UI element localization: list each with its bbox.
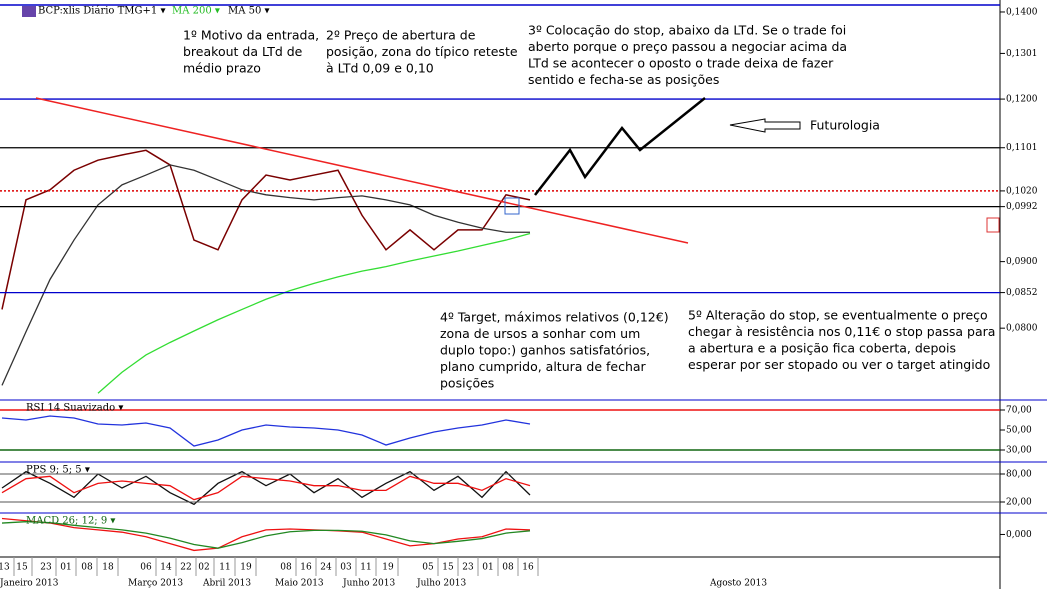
indicator-label: PPS 9; 5; 5 ▾ xyxy=(26,465,90,476)
arrow xyxy=(729,118,801,133)
annotation: 5º Alteração do stop, se eventualmente o… xyxy=(688,308,988,323)
y-tick-label: 70,00 xyxy=(1006,406,1032,416)
icon xyxy=(986,217,1000,233)
annotation: aberto porque o preço passou a negociar … xyxy=(528,39,847,54)
series-line xyxy=(1,521,531,549)
y-tick-label: 0,1301 xyxy=(1006,49,1038,59)
x-tick-label: 19 xyxy=(382,563,394,573)
marker xyxy=(504,197,520,215)
icon xyxy=(22,6,36,17)
month-label: Agosto 2013 xyxy=(709,579,767,589)
x-tick-label: 11 xyxy=(360,563,371,573)
month-label: Abril 2013 xyxy=(202,579,251,589)
annotation: a abertura e a posição fica coberta, dep… xyxy=(688,341,956,356)
x-tick-label: 23 xyxy=(40,563,52,573)
series-line xyxy=(1,475,531,501)
y-tick-label: 80,00 xyxy=(1006,469,1032,479)
annotation: 3º Colocação do stop, abaixo da LTd. Se … xyxy=(528,23,846,38)
annotation: 2º Preço de abertura de xyxy=(326,28,476,43)
plot: 0,1400 0,1301 0,1200 0,1101 0,1020 0,0992 0,09… xyxy=(0,7,1047,589)
x-tick-label: 15 xyxy=(442,563,454,573)
ma-line xyxy=(1,164,530,386)
x-tick-label: 18 xyxy=(102,563,114,573)
month-label: Junho 2013 xyxy=(342,579,395,589)
x-tick-label: 16 xyxy=(522,563,534,573)
x-tick-label: 02 xyxy=(198,563,209,573)
projection xyxy=(534,97,706,196)
x-tick-label: 03 xyxy=(340,563,352,573)
annotation: zona de ursos a sonhar com um xyxy=(440,326,640,341)
annotation: duplo topo:) ganhos satisfatórios, xyxy=(440,343,650,358)
x-tick-label: 11 xyxy=(219,563,230,573)
y-tick-label: 0,1020 xyxy=(1006,186,1038,196)
x-tick-label: 08 xyxy=(81,563,93,573)
y-tick-label: 0,0900 xyxy=(1006,257,1038,267)
y-tick-label: 0,1400 xyxy=(1006,7,1038,17)
y-tick-label: 0,0992 xyxy=(1006,202,1038,212)
annotation: sentido e fecha-se as posições xyxy=(528,72,719,87)
x-tick-label: 13 xyxy=(0,563,10,573)
x-tick-label: 16 xyxy=(300,563,312,573)
x-tick-label: 15 xyxy=(16,563,28,573)
annotation: Futurologia xyxy=(810,118,880,133)
series-line xyxy=(1,470,531,506)
annotation: 4º Target, máximos relativos (0,12€) xyxy=(440,310,669,325)
x-tick-label: 19 xyxy=(240,563,252,573)
y-tick-label: 0,1101 xyxy=(1006,143,1038,153)
x-tick-label: 23 xyxy=(462,563,474,573)
y-tick-label: 0,0800 xyxy=(1006,324,1038,334)
annotation: médio prazo xyxy=(183,61,261,76)
symbol: BCP:xlis Diário TMG+1 ▾ xyxy=(38,6,165,17)
annotation: breakout da LTd de xyxy=(183,44,303,59)
y-tick-label: 20,00 xyxy=(1006,498,1032,508)
ma200-label: MA 200 ▾ xyxy=(172,6,220,17)
annotation: posição, zona do típico reteste xyxy=(326,44,518,59)
y-tick-label: 0,1200 xyxy=(1006,95,1038,105)
x-tick-label: 22 xyxy=(180,563,191,573)
x-tick-label: 01 xyxy=(482,563,493,573)
annotation: chegar à resistência nos 0,11€ o stop pa… xyxy=(688,324,995,339)
y-tick-label: 50,00 xyxy=(1006,426,1032,436)
x-tick-label: 14 xyxy=(160,563,172,573)
month-label: Julho 2013 xyxy=(416,579,467,589)
annotation: posições xyxy=(440,376,494,391)
ma50-label: MA 50 ▾ xyxy=(228,6,270,17)
y-tick-label: 0,000 xyxy=(1006,530,1032,540)
month-label: Março 2013 xyxy=(128,579,183,589)
month-label: Janeiro 2013 xyxy=(0,579,59,589)
annotation: 1º Motivo da entrada, xyxy=(183,28,319,43)
annotation: esperar por ser stopado ou ver o target … xyxy=(688,357,990,372)
series-line xyxy=(1,415,531,447)
x-tick-label: 24 xyxy=(320,563,332,573)
x-tick-label: 08 xyxy=(280,563,292,573)
month-label: Maio 2013 xyxy=(275,579,324,589)
x-tick-label: 06 xyxy=(140,563,152,573)
x-tick-label: 01 xyxy=(60,563,71,573)
ma-line xyxy=(97,232,531,394)
indicator-label: MACD 26; 12; 9 ▾ xyxy=(26,516,115,527)
indicator-label: RSI 14 Suavizado ▾ xyxy=(26,403,123,414)
annotation: à LTd 0,09 e 0,10 xyxy=(326,61,434,76)
annotation: LTd se acontecer o oposto o trade deixa … xyxy=(528,56,834,71)
y-tick-label: 30,00 xyxy=(1006,446,1032,456)
series-line xyxy=(1,517,531,552)
trend-line xyxy=(35,97,689,244)
x-tick-label: 08 xyxy=(502,563,514,573)
y-tick-label: 0,0852 xyxy=(1006,288,1038,298)
annotation: plano cumprido, altura de fechar xyxy=(440,359,647,374)
x-tick-label: 05 xyxy=(422,563,434,573)
series-line xyxy=(1,149,531,310)
